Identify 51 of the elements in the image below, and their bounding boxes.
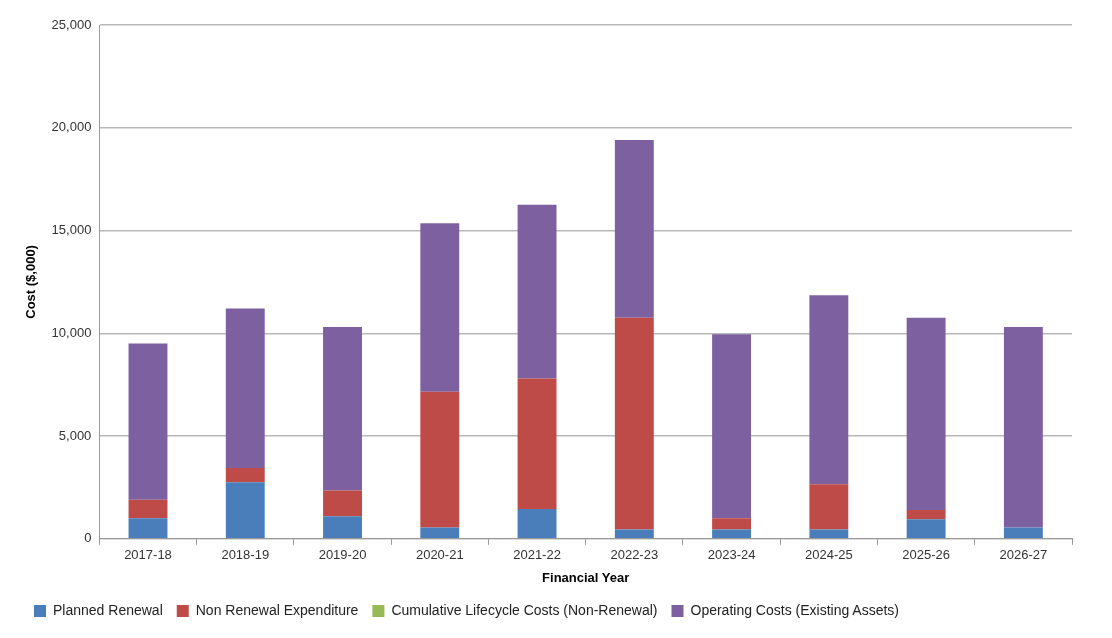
bar [712,334,752,519]
x-tick-label: 2024-25 [804,547,853,563]
bar [712,518,752,530]
bar [420,527,460,539]
x-tick-label: 2025-26 [902,547,950,563]
bar [614,140,654,318]
y-tick-label: 0 [84,530,92,546]
bar [809,295,849,485]
bar [420,223,460,392]
bar [420,391,460,528]
bar [323,327,362,491]
bar [614,529,654,539]
y-tick-label: 20,000 [51,119,92,135]
legend-label: Operating Costs (Existing Assets) [690,601,900,618]
y-tick-label: 5,000 [58,427,92,443]
bar [517,378,557,509]
x-tick-label: 2018-19 [221,547,270,563]
bar [906,510,946,520]
bar [906,317,946,511]
y-tick-label: 25,000 [51,16,92,32]
bar [614,317,654,530]
bar [1003,527,1043,539]
bar [517,204,557,379]
legend-label: Planned Renewal [53,601,163,618]
bar [225,482,265,539]
legend-label: Cumulative Lifecycle Costs (Non-Renewal) [391,601,658,618]
bar [1003,327,1043,528]
x-tick-label: 2022-23 [610,547,659,563]
bar [323,490,362,517]
bar [225,467,265,483]
bar [517,509,557,539]
y-tick-label: 15,000 [51,222,92,238]
x-tick-label: 2020-21 [415,547,464,563]
bar [323,516,362,539]
x-tick-label: 2019-20 [318,547,367,563]
y-tick-label: 10,000 [51,324,92,340]
bar [906,519,946,539]
x-tick-label: 2021-22 [513,547,561,563]
bar [225,308,265,468]
bar [128,518,168,539]
bar [809,529,849,539]
x-tick-label: 2017-18 [124,547,172,563]
bar [712,529,752,539]
bar [128,499,168,519]
bar [809,484,849,530]
bar [128,343,168,500]
legend-label: Non Renewal Expenditure [195,601,359,618]
x-axis-title: Financial Year [542,569,630,585]
x-tick-label: 2026-27 [999,547,1048,563]
y-axis-title: Cost ($,000) [23,245,39,319]
x-tick-label: 2023-24 [707,547,756,563]
